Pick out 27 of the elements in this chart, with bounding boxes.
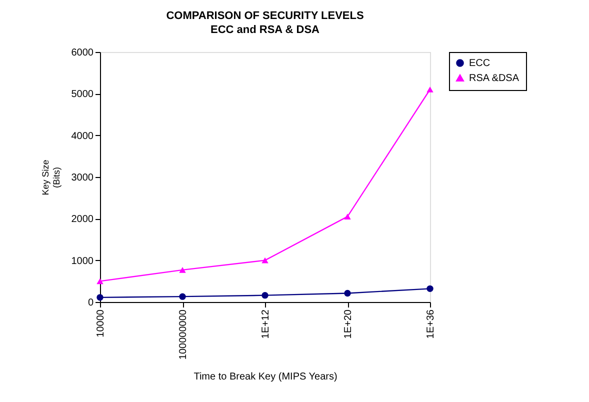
point xyxy=(344,290,351,297)
x-axis-title: Time to Break Key (MIPS Years) xyxy=(194,372,338,383)
chart-title: COMPARISON OF SECURITY LEVELS xyxy=(166,10,364,22)
point xyxy=(179,293,186,300)
point xyxy=(96,278,104,284)
y-tick-label: 1000 xyxy=(71,256,94,267)
point xyxy=(179,267,186,273)
point xyxy=(426,285,434,292)
legend-label: RSA &DSA xyxy=(469,73,520,84)
x-tick-label: 1E+20 xyxy=(343,309,354,339)
point xyxy=(344,214,351,220)
chart-subtitle: ECC and RSA & DSA xyxy=(210,24,320,36)
x-tick-label: 1E+36 xyxy=(426,309,436,339)
y-tick-label: 0 xyxy=(88,298,94,308)
y-tick-label: 3000 xyxy=(71,172,94,184)
point xyxy=(426,86,434,92)
x-tick-label: 10000 xyxy=(96,309,106,338)
y-axis-title: Key Size (Bits) xyxy=(40,160,62,196)
x-tick-label: 100000000 xyxy=(178,309,189,360)
y-tick-label: 2000 xyxy=(71,214,94,226)
legend-label: ECC xyxy=(469,58,490,69)
point xyxy=(262,257,268,264)
y-tick-label: 5000 xyxy=(71,89,94,100)
y-tick-label: 4000 xyxy=(71,130,94,142)
x-tick-label: 1E+12 xyxy=(260,309,272,339)
y-tick-label: 6000 xyxy=(71,48,94,58)
point xyxy=(262,292,268,299)
